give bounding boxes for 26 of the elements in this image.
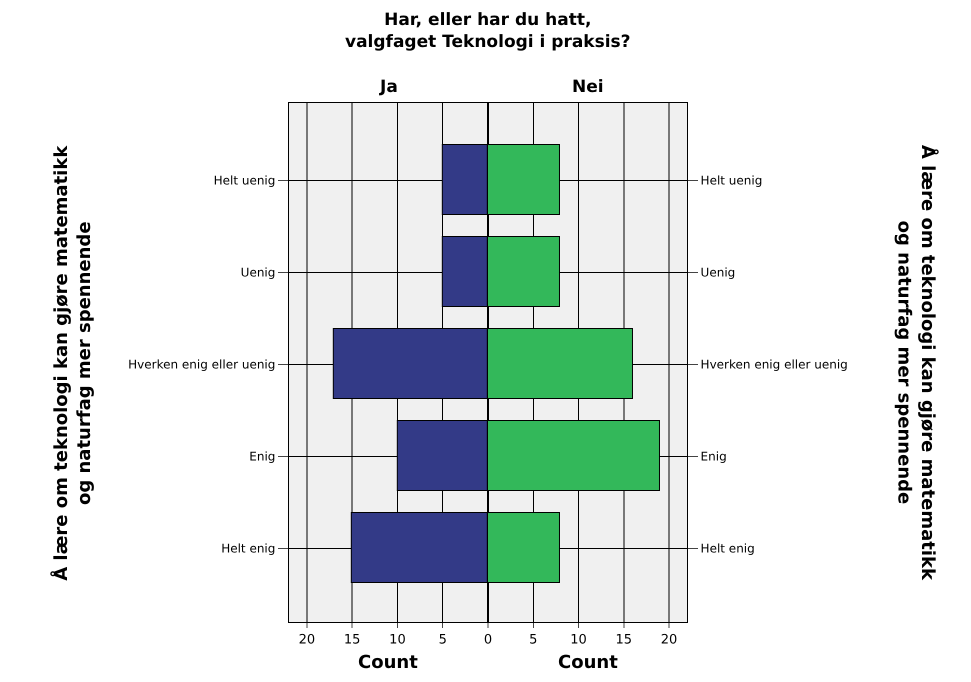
chart-title: Ja bbox=[379, 77, 398, 97]
y-tick-label: Hverken enig eller uenig bbox=[128, 358, 276, 372]
y-tick-label: Enig bbox=[249, 450, 276, 464]
x-tick-label: 15 bbox=[344, 632, 360, 648]
x-tick-label: 0 bbox=[484, 632, 492, 648]
y-tick-label: Enig bbox=[700, 450, 727, 464]
y-axis-title: Å lære om teknologi kan gjøre matematikk og naturfag mer spennende bbox=[894, 144, 940, 582]
y-tick-label: Helt enig bbox=[700, 542, 755, 556]
x-tick-label: 20 bbox=[298, 632, 316, 648]
y-tick-label: Hverken enig eller uenig bbox=[700, 358, 848, 372]
text: Har, eller har du hatt, valgfaget Teknologi i praksis? bbox=[345, 10, 631, 52]
x-tick-label: 15 bbox=[616, 632, 632, 648]
x-tick-label: 10 bbox=[570, 632, 587, 648]
y-tick-label: Helt uenig bbox=[700, 174, 762, 188]
x-tick-label: 20 bbox=[660, 632, 678, 648]
x-tick-label: 5 bbox=[438, 632, 447, 648]
y-tick-label: Helt enig bbox=[221, 542, 276, 556]
y-tick-label: Helt uenig bbox=[214, 174, 276, 188]
x-tick-label: 5 bbox=[529, 632, 538, 648]
y-tick-label: Uenig bbox=[700, 266, 736, 280]
x-tick-label: 10 bbox=[389, 632, 406, 648]
chart-title: Nei bbox=[572, 77, 604, 97]
y-axis-title: Å lære om teknologi kan gjøre matematikk og naturfag mer spennende bbox=[50, 144, 96, 581]
x-axis-title: Count bbox=[558, 652, 618, 673]
x-axis-title: Count bbox=[358, 652, 418, 673]
y-tick-label: Uenig bbox=[240, 266, 276, 280]
